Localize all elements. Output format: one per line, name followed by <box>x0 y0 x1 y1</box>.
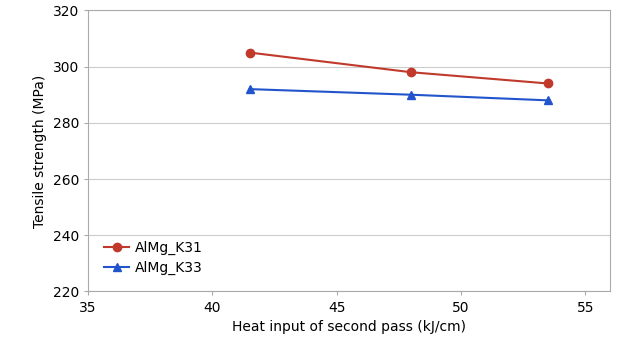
AlMg_K33 <box>544 98 552 102</box>
AlMg_K31 <box>408 70 415 74</box>
Y-axis label: Tensile strength (MPa): Tensile strength (MPa) <box>33 74 47 228</box>
X-axis label: Heat input of second pass (kJ/cm): Heat input of second pass (kJ/cm) <box>232 320 466 334</box>
Legend: AlMg_K31, AlMg_K33: AlMg_K31, AlMg_K33 <box>100 237 207 279</box>
AlMg_K31 <box>246 51 253 55</box>
Line: AlMg_K31: AlMg_K31 <box>245 48 552 88</box>
AlMg_K31 <box>544 82 552 86</box>
AlMg_K33 <box>246 87 253 91</box>
Line: AlMg_K33: AlMg_K33 <box>245 85 552 104</box>
AlMg_K33 <box>408 93 415 97</box>
